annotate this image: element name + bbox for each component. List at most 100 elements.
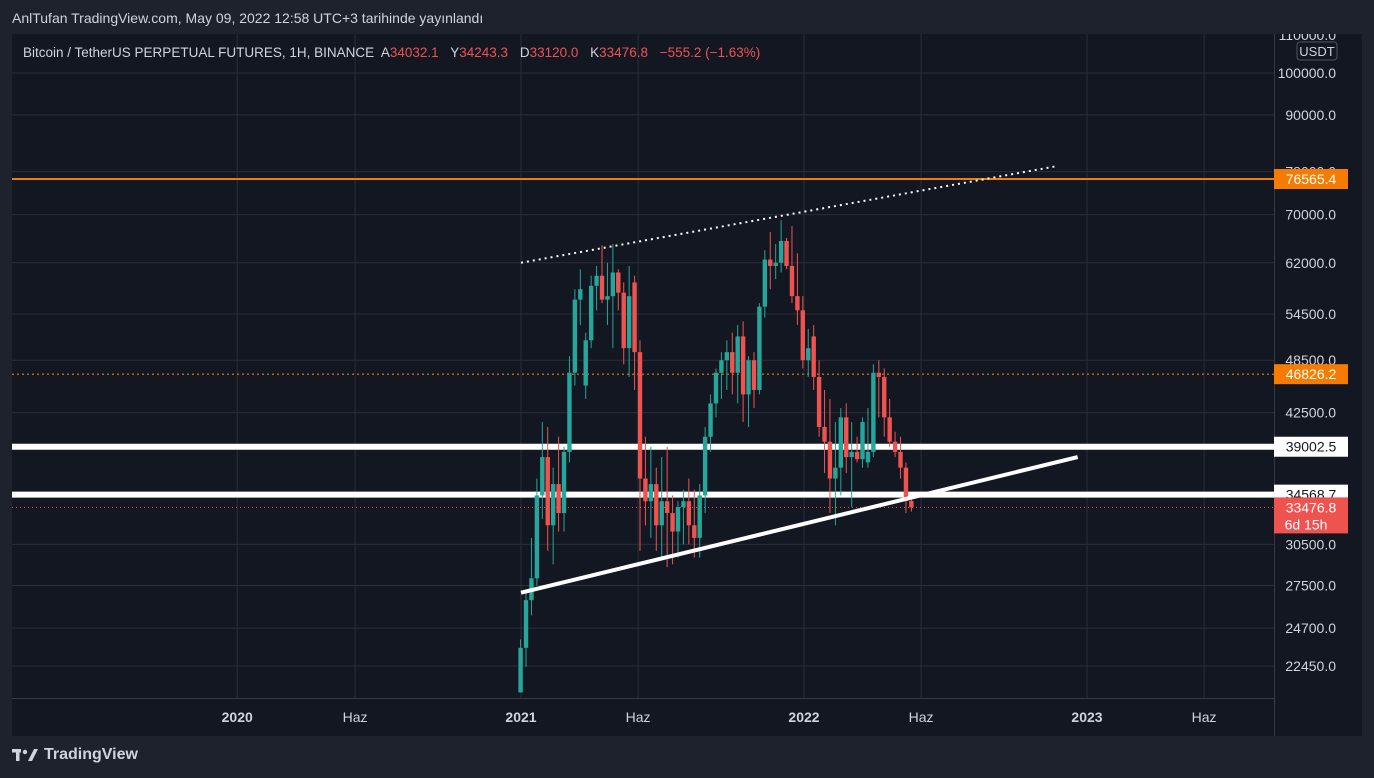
candle-body[interactable] [534, 495, 540, 579]
candle-body[interactable] [540, 457, 545, 496]
candle-body[interactable] [778, 240, 784, 263]
candle-body[interactable] [811, 336, 816, 377]
candle-body[interactable] [713, 372, 719, 404]
y-tick-label: 30500.0 [1285, 536, 1336, 552]
candle-body[interactable] [626, 296, 632, 349]
level-price-label: 39002.5 [1286, 439, 1337, 455]
candle-body[interactable] [757, 306, 762, 390]
candle-body[interactable] [898, 451, 903, 468]
candle-body[interactable] [550, 484, 556, 526]
candle-body[interactable] [871, 372, 876, 452]
chart-area[interactable]: 110000.0100000.090000.078000.070000.0620… [12, 34, 1362, 736]
candle-body[interactable] [773, 262, 778, 266]
x-tick-label: 2022 [788, 709, 819, 725]
candle-body[interactable] [702, 436, 708, 496]
high-value: 34243.3 [459, 45, 509, 60]
candle-body[interactable] [844, 417, 849, 458]
plot-background [12, 34, 1274, 698]
low-label: D [519, 45, 530, 60]
candle-body[interactable] [827, 441, 833, 479]
tradingview-logo-icon [12, 749, 38, 761]
candle-body[interactable] [784, 240, 789, 266]
candle-body[interactable] [719, 360, 724, 373]
candle-body[interactable] [545, 457, 550, 526]
candle-body[interactable] [556, 484, 561, 514]
candle-body[interactable] [860, 422, 865, 460]
candle-body[interactable] [751, 360, 757, 390]
resistance-trendline[interactable] [520, 165, 1055, 264]
price-axis-panel [1274, 34, 1362, 736]
candle-body[interactable] [708, 403, 713, 437]
candle-body[interactable] [854, 451, 860, 460]
candle-body[interactable] [822, 426, 827, 442]
candle-body[interactable] [697, 495, 702, 538]
candle-body[interactable] [654, 484, 659, 526]
candle-body[interactable] [795, 296, 800, 311]
countdown-label: 6d 15h [1285, 516, 1328, 532]
candle-body[interactable] [523, 600, 529, 648]
candle-body[interactable] [724, 352, 730, 361]
candle-body[interactable] [746, 360, 751, 395]
support-trendline[interactable] [520, 455, 1079, 595]
candle-body[interactable] [572, 299, 578, 373]
y-tick-label: 100000.0 [1278, 65, 1337, 81]
candle-body[interactable] [605, 296, 610, 300]
candle-body[interactable] [567, 372, 572, 452]
candle-body[interactable] [578, 289, 583, 300]
candle-body[interactable] [659, 501, 664, 526]
candle-body[interactable] [610, 272, 616, 297]
currency-box[interactable] [1296, 41, 1338, 61]
price-chart[interactable]: 110000.0100000.090000.078000.070000.0620… [12, 34, 1362, 736]
open-value: 34032.1 [389, 45, 439, 60]
candle-body[interactable] [637, 352, 643, 479]
currency-label[interactable]: USDT [1299, 44, 1334, 59]
time-axis-panel [12, 698, 1274, 736]
level-badge [1274, 436, 1348, 457]
candle-body[interactable] [735, 336, 740, 373]
candle-body[interactable] [816, 376, 822, 427]
y-tick-label: 22450.0 [1285, 658, 1336, 674]
candle-body[interactable] [643, 478, 648, 502]
candle-body[interactable] [621, 292, 626, 349]
symbol-legend: Bitcoin / TetherUS PERPETUAL FUTURES, 1H… [23, 45, 768, 60]
candle-body[interactable] [849, 451, 854, 458]
candle-body[interactable] [740, 336, 746, 395]
footer-brand[interactable]: TradingView [12, 746, 138, 764]
candle-body[interactable] [833, 467, 838, 479]
candle-body[interactable] [838, 417, 844, 468]
candle-body[interactable] [903, 467, 909, 501]
candle-body[interactable] [670, 513, 675, 532]
y-tick-label: 27500.0 [1285, 577, 1336, 593]
candle-body[interactable] [664, 501, 670, 514]
candle-body[interactable] [594, 275, 599, 286]
candle-body[interactable] [865, 451, 871, 463]
candle-body[interactable] [876, 372, 882, 377]
candle-body[interactable] [681, 501, 686, 508]
candle-body[interactable] [518, 647, 523, 693]
candle-body[interactable] [648, 484, 654, 502]
candle-body[interactable] [887, 417, 892, 442]
level-price-label: 76565.4 [1286, 171, 1337, 187]
candle-body[interactable] [616, 272, 621, 293]
candle-body[interactable] [882, 376, 887, 418]
candle-body[interactable] [692, 525, 697, 538]
candle-body[interactable] [768, 259, 773, 266]
candle-body[interactable] [909, 500, 914, 508]
candle-body[interactable] [892, 441, 898, 452]
candle-body[interactable] [789, 265, 795, 297]
candle-body[interactable] [762, 259, 768, 307]
candle-body[interactable] [806, 348, 811, 361]
candle-body[interactable] [800, 310, 806, 361]
candle-body[interactable] [730, 352, 735, 373]
candle-body[interactable] [686, 501, 692, 526]
candle-body[interactable] [632, 282, 637, 353]
candle-body[interactable] [583, 340, 588, 386]
x-tick-label: Haz [343, 709, 368, 725]
candle-body[interactable] [599, 275, 605, 300]
candle-body[interactable] [561, 451, 567, 514]
high-label: Y [450, 45, 460, 60]
candle-body[interactable] [588, 285, 594, 341]
y-tick-label: 110000.0 [1279, 34, 1337, 43]
candle-body[interactable] [675, 507, 681, 532]
y-tick-label: 90000.0 [1285, 107, 1336, 123]
